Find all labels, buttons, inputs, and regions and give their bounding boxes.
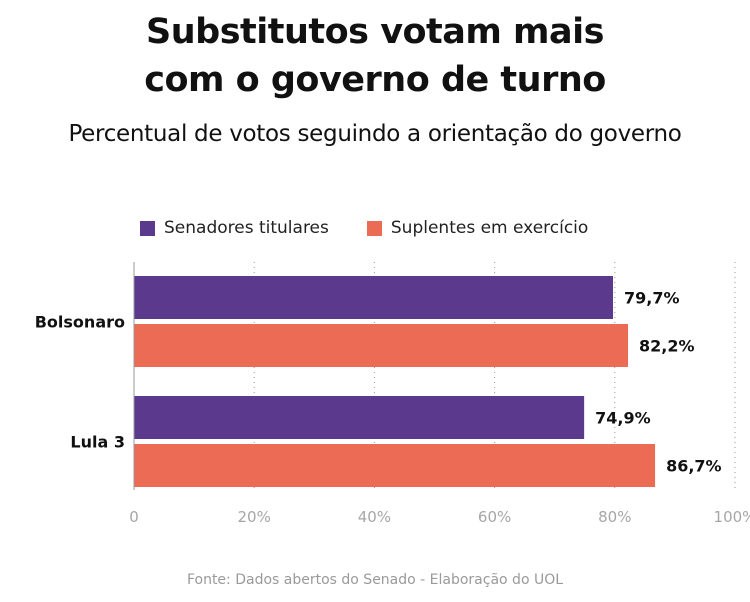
legend-item-suplentes: Suplentes em exercício: [366, 218, 589, 238]
chart-legend: Senadores titulares Suplentes em exercíc…: [140, 214, 626, 242]
data-label: 86,7%: [666, 457, 722, 476]
legend-label-titulares: Senadores titulares: [164, 218, 329, 238]
chart-title-line-2: com o governo de turno: [144, 60, 606, 100]
chart-subtitle: Percentual de votos seguindo a orientaçã…: [68, 121, 682, 147]
x-tick-label: 0: [129, 508, 139, 526]
legend-item-titulares: Senadores titulares: [140, 218, 329, 238]
data-label: 82,2%: [639, 337, 695, 356]
bar: [134, 396, 585, 439]
category-label: Lula 3: [70, 433, 125, 452]
legend-label-suplentes: Suplentes em exercício: [390, 218, 589, 238]
x-tick-label: 80%: [598, 508, 631, 526]
data-label: 74,9%: [595, 409, 651, 428]
bar: [134, 324, 629, 367]
x-tick-label: 40%: [358, 508, 391, 526]
bar: [134, 276, 613, 319]
chart-title-line-1: Substitutos votam mais: [146, 12, 604, 52]
bar: [134, 444, 656, 487]
x-tick-label: 20%: [238, 508, 271, 526]
legend-swatch-suplentes: [366, 220, 382, 236]
chart-title: Substitutos votam mais com o governo de …: [0, 8, 750, 104]
source-note: Fonte: Dados abertos do Senado - Elabora…: [186, 572, 564, 588]
legend-swatch-titulares: [140, 220, 155, 236]
x-tick-label: 100%: [714, 508, 750, 526]
x-tick-label: 60%: [478, 508, 511, 526]
data-label: 79,7%: [624, 289, 680, 308]
category-label: Bolsonaro: [35, 313, 125, 332]
